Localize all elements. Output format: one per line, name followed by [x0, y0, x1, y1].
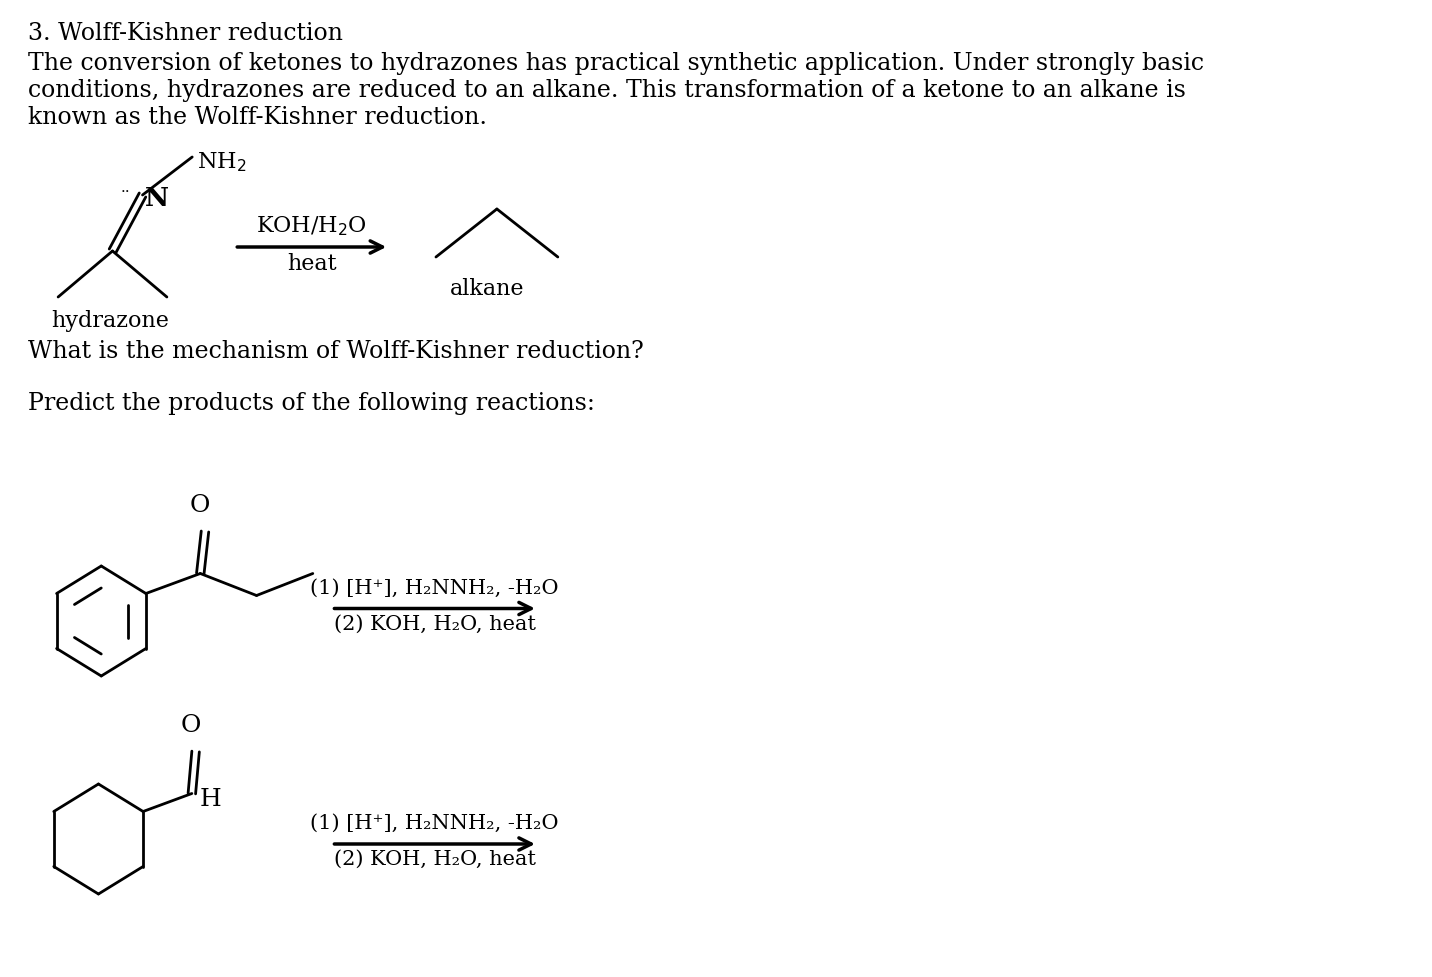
Text: H: H	[199, 787, 221, 810]
Text: Predict the products of the following reactions:: Predict the products of the following re…	[29, 392, 596, 414]
Text: O: O	[190, 493, 211, 516]
Text: NH$_2$: NH$_2$	[196, 149, 246, 174]
Text: N: N	[145, 186, 169, 210]
Text: (1) [H⁺], H₂NNH₂, -H₂O: (1) [H⁺], H₂NNH₂, -H₂O	[311, 578, 558, 597]
Text: 3. Wolff-Kishner reduction: 3. Wolff-Kishner reduction	[29, 21, 344, 45]
Text: hydrazone: hydrazone	[52, 310, 169, 331]
Text: alkane: alkane	[450, 277, 524, 300]
Text: KOH/H$_2$O: KOH/H$_2$O	[256, 214, 367, 237]
Text: What is the mechanism of Wolff-Kishner reduction?: What is the mechanism of Wolff-Kishner r…	[29, 340, 644, 362]
Text: The conversion of ketones to hydrazones has practical synthetic application. Und: The conversion of ketones to hydrazones …	[29, 52, 1204, 75]
Text: heat: heat	[286, 253, 337, 275]
Text: conditions, hydrazones are reduced to an alkane. This transformation of a ketone: conditions, hydrazones are reduced to an…	[29, 79, 1186, 102]
Text: (2) KOH, H₂O, heat: (2) KOH, H₂O, heat	[334, 849, 536, 869]
Text: known as the Wolff-Kishner reduction.: known as the Wolff-Kishner reduction.	[29, 106, 487, 129]
Text: O: O	[180, 713, 200, 736]
Text: (2) KOH, H₂O, heat: (2) KOH, H₂O, heat	[334, 614, 536, 633]
Text: (1) [H⁺], H₂NNH₂, -H₂O: (1) [H⁺], H₂NNH₂, -H₂O	[311, 813, 558, 832]
Text: ··: ··	[120, 185, 130, 198]
